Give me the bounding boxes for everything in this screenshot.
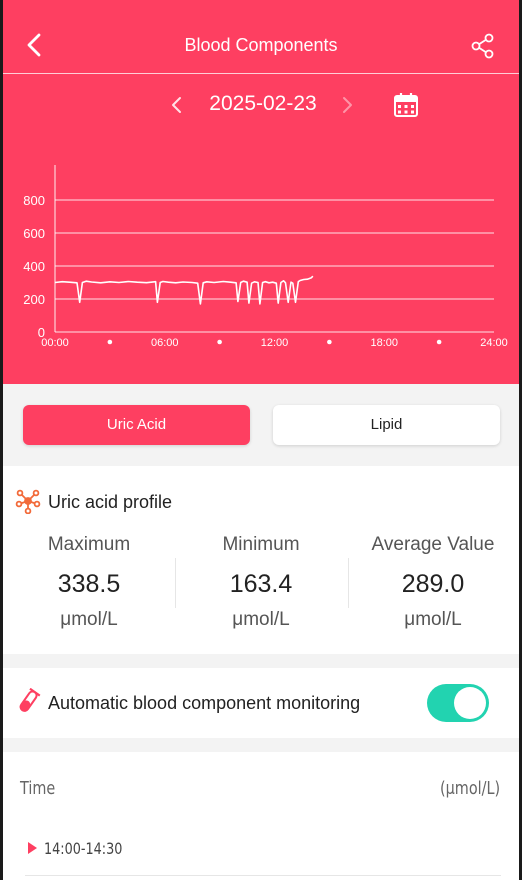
x-tick-label: 24:00 (480, 337, 508, 349)
row-time: 14:00-14:30 (44, 839, 123, 858)
chevron-left-icon[interactable] (167, 94, 187, 116)
page-title: Blood Components (184, 35, 338, 55)
y-tick-label: 600 (23, 226, 45, 241)
stat-divider (175, 558, 176, 608)
y-tick-label: 800 (23, 193, 45, 208)
date-selector: 2025-02-23 (3, 88, 519, 124)
stat-label: Minimum (222, 534, 300, 555)
unit-column-header: (μmol/L) (439, 778, 500, 799)
list-item[interactable]: 14:00-14:30 (25, 836, 501, 876)
molecule-icon (15, 489, 41, 514)
expand-arrow-icon (28, 842, 37, 854)
stat-unit: μmol/L (404, 609, 462, 630)
profile-title: Uric acid profile (48, 492, 173, 512)
stat-unit: μmol/L (60, 609, 118, 630)
left-edge (0, 0, 3, 880)
stat-value: 338.5 (57, 570, 121, 598)
x-tick-label: 06:00 (151, 337, 179, 349)
profile-card: Uric acid profile Maximum 338.5 μmol/L M… (3, 466, 519, 654)
x-minor-tick-dot (107, 339, 113, 345)
tab-lipid[interactable]: Lipid (273, 405, 500, 445)
stat-label: Maximum (47, 534, 131, 555)
chevron-right-icon[interactable] (337, 94, 357, 116)
test-tube-icon (19, 688, 41, 712)
x-tick-label: 00:00 (41, 337, 69, 349)
stat-label: Average Value (371, 534, 495, 555)
current-date[interactable]: 2025-02-23 (209, 92, 317, 115)
uric-acid-chart: 0 200 400 600 800 00:00 06:00 12:00 18:00 24:00 (23, 165, 508, 349)
right-edge (519, 0, 522, 880)
stat-average: Average Value 289.0 μmol/L (347, 534, 519, 631)
y-tick-label: 0 (38, 325, 45, 340)
component-tabs: Uric Acid Lipid (3, 384, 519, 466)
app-frame: Blood Components 2025-02-23 (3, 0, 519, 880)
stat-minimum: Minimum 163.4 μmol/L (175, 534, 347, 631)
stat-value: 289.0 (401, 570, 465, 598)
stat-maximum: Maximum 338.5 μmol/L (3, 534, 175, 631)
stat-divider (348, 558, 349, 608)
auto-monitor-row: Automatic blood component monitoring (3, 668, 519, 738)
toggle-knob (454, 687, 486, 719)
x-minor-tick-dot (436, 339, 442, 345)
x-minor-tick-dot (327, 339, 332, 345)
share-icon[interactable] (469, 32, 497, 60)
stat-unit: μmol/L (232, 609, 290, 630)
y-tick-label: 400 (23, 259, 45, 274)
time-column-header: Time (20, 778, 56, 799)
uric-acid-series-line (54, 275, 314, 305)
x-tick-label: 12:00 (261, 337, 289, 349)
stat-value: 163.4 (229, 570, 293, 598)
measurement-list: Time (μmol/L) 14:00-14:30 (3, 752, 519, 880)
y-tick-label: 200 (23, 292, 45, 307)
back-arrow-icon[interactable] (21, 30, 47, 60)
auto-monitor-toggle[interactable] (427, 684, 489, 722)
calendar-icon[interactable] (393, 92, 419, 118)
top-bar: Blood Components (3, 0, 519, 74)
auto-monitor-label: Automatic blood component monitoring (48, 693, 361, 713)
x-minor-tick-dot (217, 339, 222, 345)
header: Blood Components 2025-02-23 (3, 0, 519, 384)
x-tick-label: 18:00 (370, 337, 398, 349)
tab-uric-acid[interactable]: Uric Acid (23, 405, 250, 445)
